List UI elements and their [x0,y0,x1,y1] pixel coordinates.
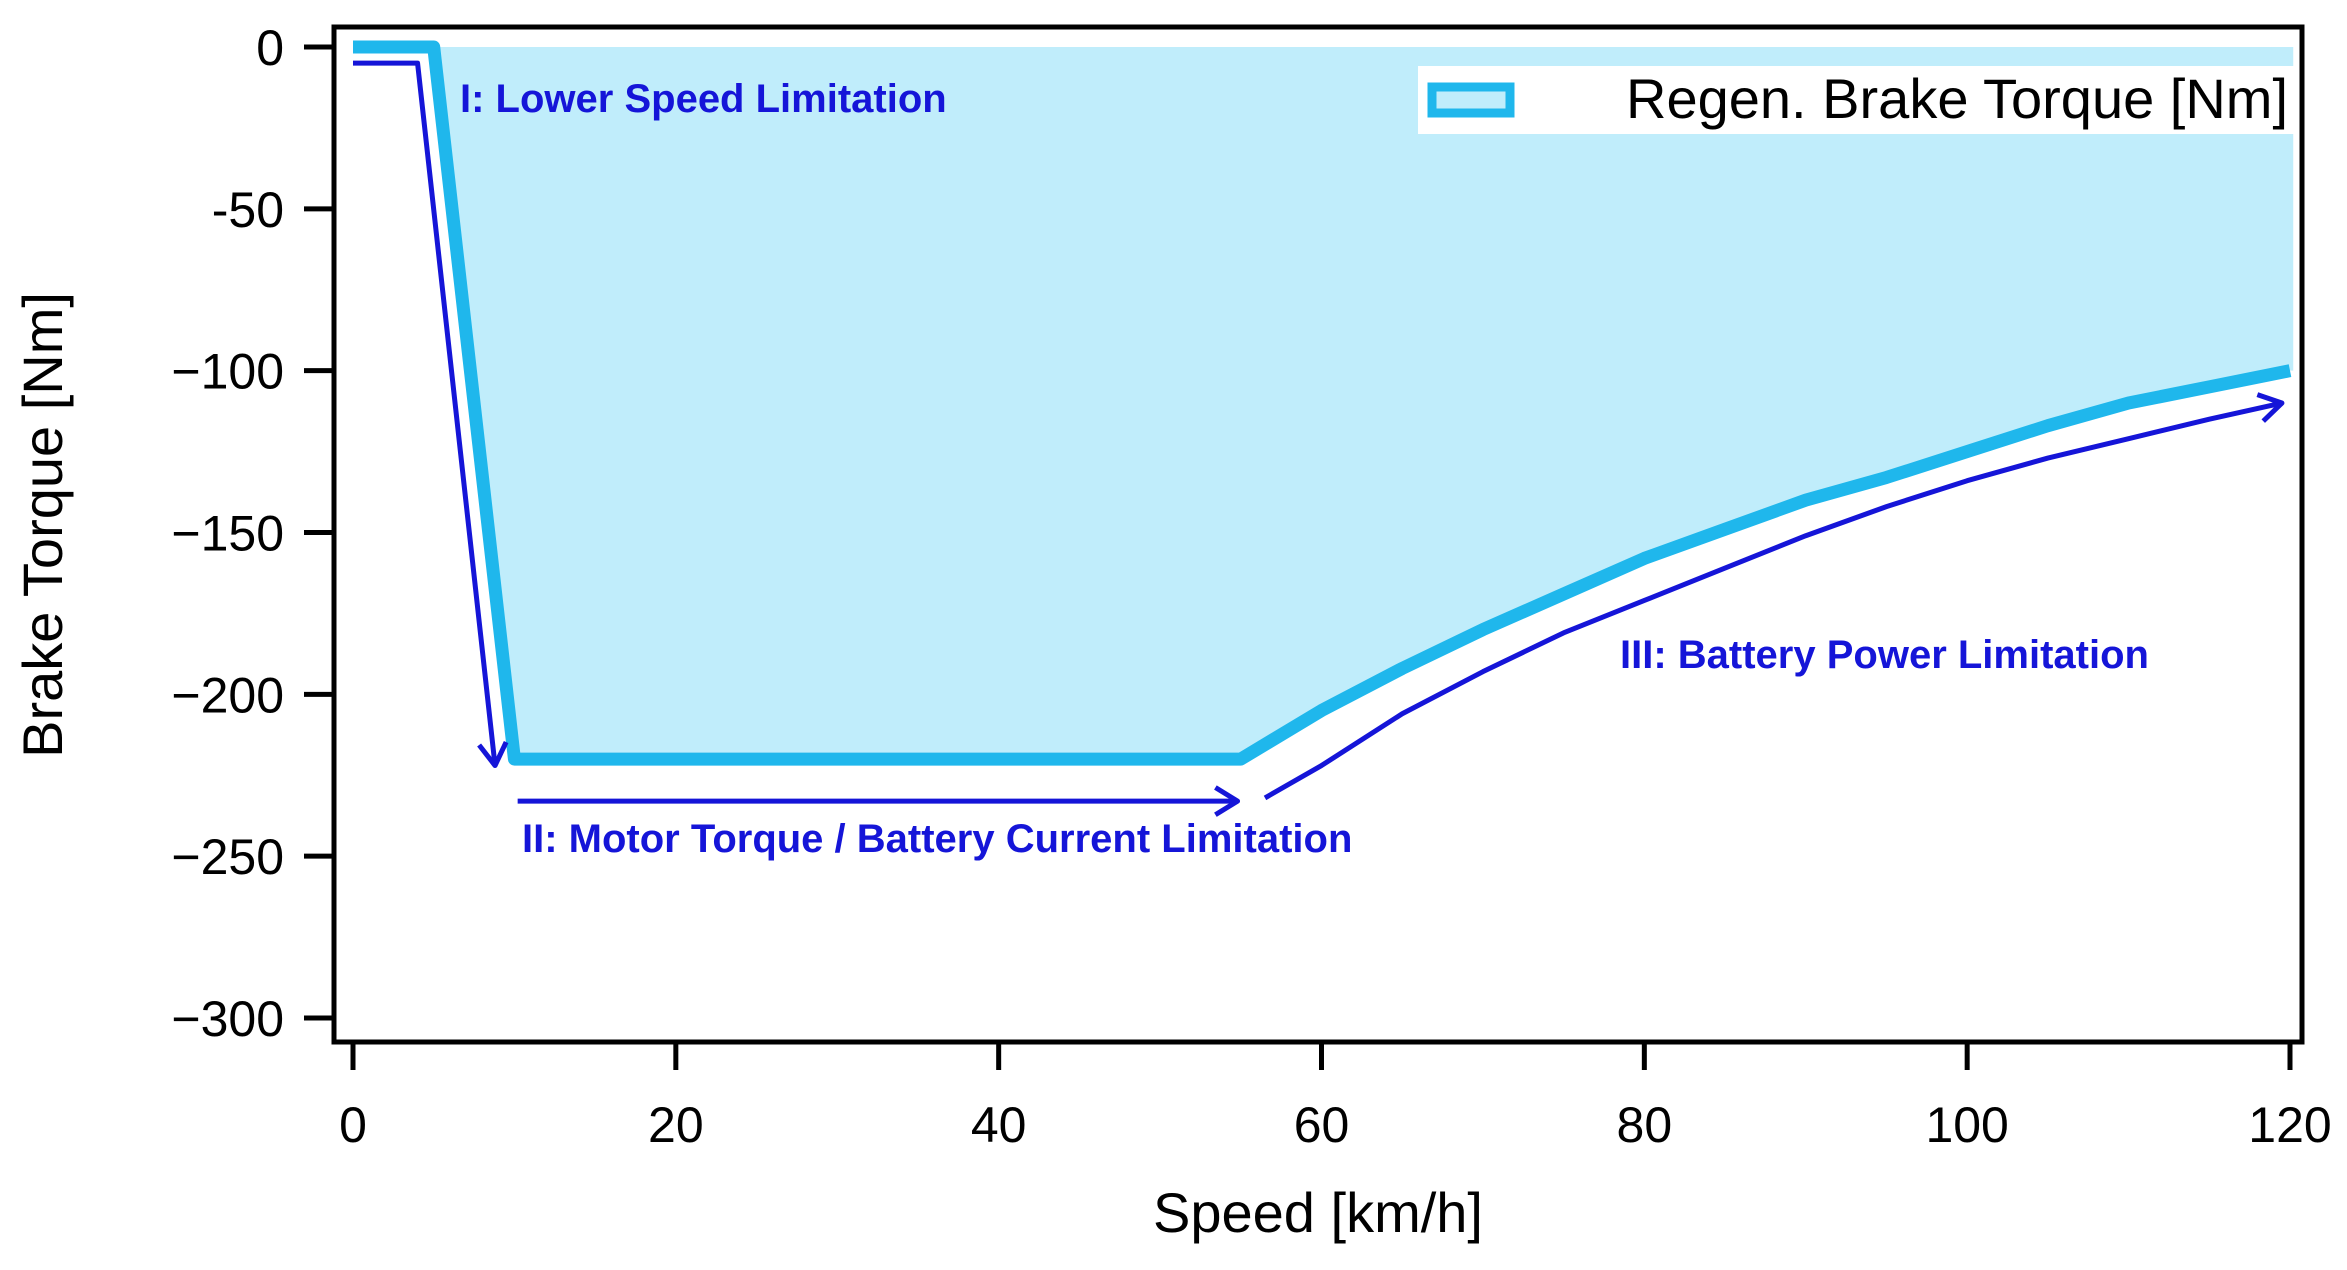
annotation-region-1: I: Lower Speed Limitation [460,77,947,121]
x-tick-label: 20 [648,1097,704,1153]
y-tick-label: -50 [212,182,284,238]
x-tick-label: 100 [1925,1097,2008,1153]
plot-area [353,40,2294,766]
x-tick-label: 60 [1294,1097,1350,1153]
x-tick-label: 40 [971,1097,1027,1153]
annotation-arrows [353,60,2285,817]
arrowhead-region-3 [2256,392,2285,423]
arrow-region-1 [353,60,498,766]
x-tick-label: 80 [1617,1097,1673,1153]
x-axis-title: Speed [km/h] [1153,1181,1483,1244]
arrowhead-region-1 [477,740,509,769]
arrow-region-3 [1263,400,2283,801]
torque-fill-area [353,47,2294,760]
y-tick-label: −150 [171,506,284,562]
y-tick-label: −100 [171,344,284,400]
annotation-labels: I: Lower Speed Limitation II: Motor Torq… [460,77,2149,861]
legend: Regen. Brake Torque [Nm] [1418,66,2298,134]
x-tick-label: 0 [339,1097,367,1153]
annotation-region-3: III: Battery Power Limitation [1620,633,2149,677]
y-tick-label: −250 [171,829,284,885]
y-axis: 0 -50 −100 −150 −200 −250 −300 [171,20,334,1047]
y-tick-label: 0 [256,20,284,76]
torque-line [353,40,2292,766]
x-axis: 0 20 40 60 80 100 120 [339,1042,2332,1153]
x-tick-label: 120 [2248,1097,2331,1153]
y-axis-title: Brake Torque [Nm] [11,292,74,758]
legend-background [1418,66,2298,134]
arrowhead-region-2 [1214,785,1241,817]
y-tick-label: −300 [171,991,284,1047]
legend-label: Regen. Brake Torque [Nm] [1626,67,2288,130]
legend-swatch [1427,82,1515,118]
annotation-region-2: II: Motor Torque / Battery Current Limit… [522,817,1352,861]
y-tick-label: −200 [171,667,284,723]
